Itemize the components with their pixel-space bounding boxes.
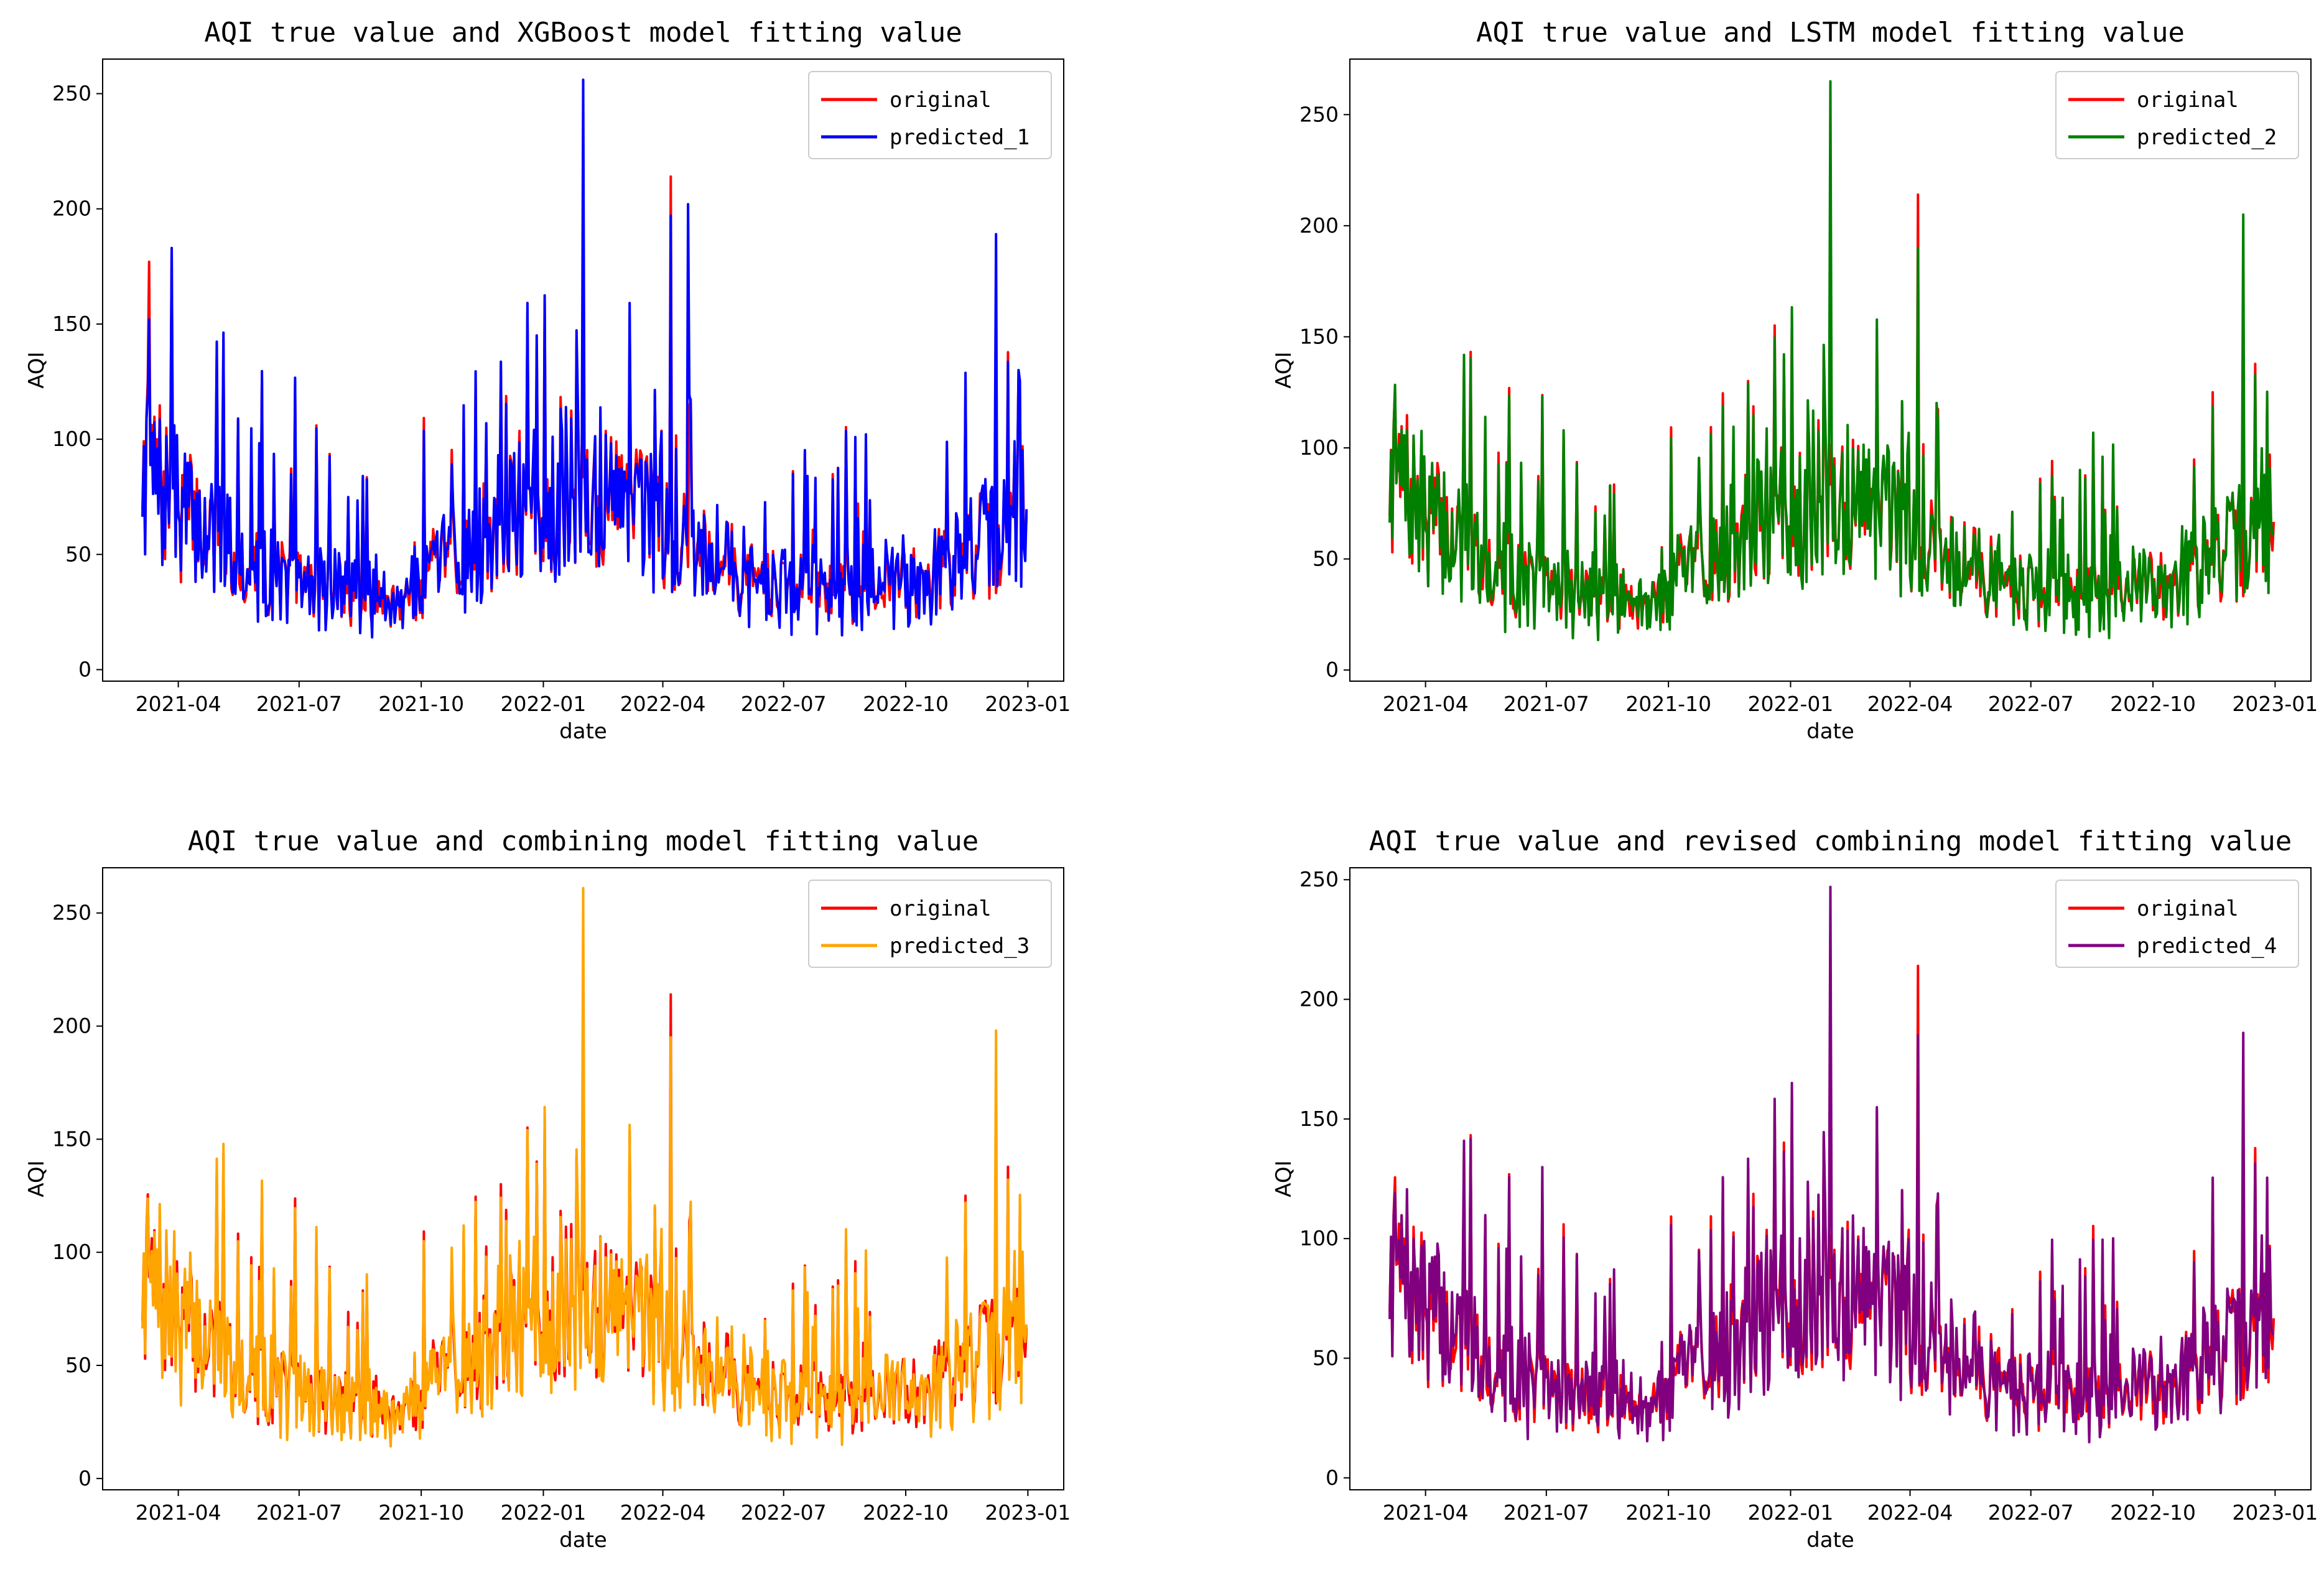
x-tick-label: 2021-04 [136,692,221,716]
x-tick-label: 2022-01 [1748,692,1834,716]
x-tick-label: 2021-07 [256,1500,342,1525]
x-tick-label: 2021-10 [1625,692,1711,716]
y-tick-label: 50 [1313,547,1339,571]
y-tick-label: 50 [65,542,91,566]
y-tick-label: 100 [52,427,91,451]
x-tick-label: 2023-01 [2232,1500,2318,1525]
y-tick-label: 50 [65,1353,91,1377]
x-tick-label: 2021-07 [1504,692,1589,716]
chart-title: AQI true value and revised combining mod… [1369,825,2292,857]
plot-area [141,886,1028,1448]
series-line-predicted_3 [141,886,1028,1448]
y-tick-label: 100 [1299,1226,1339,1250]
x-tick-label: 2021-10 [378,692,464,716]
chart-panel-2: AQI true value and LSTM model fitting va… [1271,17,2318,744]
x-tick-label: 2021-04 [1383,692,1469,716]
x-tick-label: 2023-01 [985,692,1071,716]
y-tick-label: 0 [1326,658,1339,682]
y-tick-label: 200 [1299,213,1339,238]
legend-label-original: original [2137,896,2239,921]
x-tick-label: 2022-10 [863,1500,949,1525]
legend-label-predicted_2: predicted_2 [2137,125,2277,150]
axes-frame [1349,58,2312,682]
y-tick-label: 150 [52,312,91,336]
x-tick-label: 2021-07 [1504,1500,1589,1525]
y-tick-label: 50 [1313,1345,1339,1370]
y-axis-label: AQI [24,1160,49,1197]
legend: original predicted_4 [2055,880,2299,968]
legend-label-original: original [890,896,992,921]
x-axis-label: date [1806,1528,1854,1553]
series-line-predicted_2 [1388,80,2275,641]
x-tick-label: 2022-07 [1988,692,2074,716]
x-tick-label: 2022-04 [620,692,706,716]
x-tick-label: 2022-07 [741,692,827,716]
y-axis-label: AQI [24,351,49,388]
x-tick-label: 2022-07 [1988,1500,2074,1525]
y-tick-label: 200 [52,1014,91,1038]
y-tick-label: 250 [52,901,91,925]
y-tick-label: 150 [1299,1107,1339,1131]
x-axis-label: date [559,719,607,744]
x-tick-label: 2021-07 [256,692,342,716]
y-tick-label: 0 [78,657,91,681]
x-tick-label: 2022-10 [863,692,949,716]
x-axis-label: date [559,1528,607,1553]
y-tick-label: 250 [1299,867,1339,891]
y-tick-label: 250 [1299,102,1339,126]
axes-frame [1349,867,2312,1490]
x-tick-label: 2022-04 [1867,692,1953,716]
plot-area [1388,885,2275,1444]
plot-area [141,78,1028,639]
x-tick-label: 2022-01 [1748,1500,1834,1525]
chart-title: AQI true value and LSTM model fitting va… [1476,17,2185,49]
x-tick-label: 2022-01 [501,692,587,716]
axes-frame [102,58,1064,682]
x-tick-label: 2022-04 [1867,1500,1953,1525]
x-tick-label: 2022-10 [2110,692,2196,716]
y-tick-label: 150 [52,1127,91,1151]
x-axis-label: date [1806,719,1854,744]
legend-label-predicted_1: predicted_1 [890,125,1030,150]
x-tick-label: 2022-01 [501,1500,587,1525]
y-axis-label: AQI [1271,351,1296,388]
chart-panel-3: AQI true value and combining model fitti… [24,825,1071,1553]
axes-frame [102,867,1064,1490]
chart-panel-4: AQI true value and revised combining mod… [1271,825,2318,1553]
y-tick-label: 150 [1299,324,1339,348]
legend-label-predicted_3: predicted_3 [890,934,1030,959]
x-tick-label: 2021-10 [378,1500,464,1525]
y-tick-label: 250 [52,81,91,106]
x-tick-label: 2021-04 [136,1500,221,1525]
y-tick-label: 100 [52,1240,91,1264]
legend-label-original: original [2137,88,2239,113]
x-tick-label: 2022-04 [620,1500,706,1525]
chart-title: AQI true value and XGBoost model fitting… [204,17,962,49]
series-line-predicted_1 [141,78,1028,639]
plot-area [1388,80,2275,641]
y-axis-label: AQI [1271,1160,1296,1197]
x-tick-label: 2023-01 [985,1500,1071,1525]
chart-panel-1: AQI true value and XGBoost model fitting… [24,17,1071,744]
x-tick-label: 2021-04 [1383,1500,1469,1525]
x-tick-label: 2022-07 [741,1500,827,1525]
x-tick-label: 2023-01 [2232,692,2318,716]
y-tick-label: 0 [1326,1466,1339,1490]
x-tick-label: 2021-10 [1625,1500,1711,1525]
y-tick-label: 100 [1299,435,1339,460]
y-tick-label: 0 [78,1466,91,1490]
y-tick-label: 200 [1299,987,1339,1011]
x-tick-label: 2022-10 [2110,1500,2196,1525]
y-tick-label: 200 [52,197,91,221]
chart-title: AQI true value and combining model fitti… [188,825,979,857]
legend-label-original: original [890,88,992,113]
legend-label-predicted_4: predicted_4 [2137,934,2277,959]
legend: original predicted_3 [808,880,1052,968]
legend: original predicted_2 [2055,71,2299,159]
series-line-predicted_4 [1388,885,2274,1444]
legend: original predicted_1 [808,71,1052,159]
